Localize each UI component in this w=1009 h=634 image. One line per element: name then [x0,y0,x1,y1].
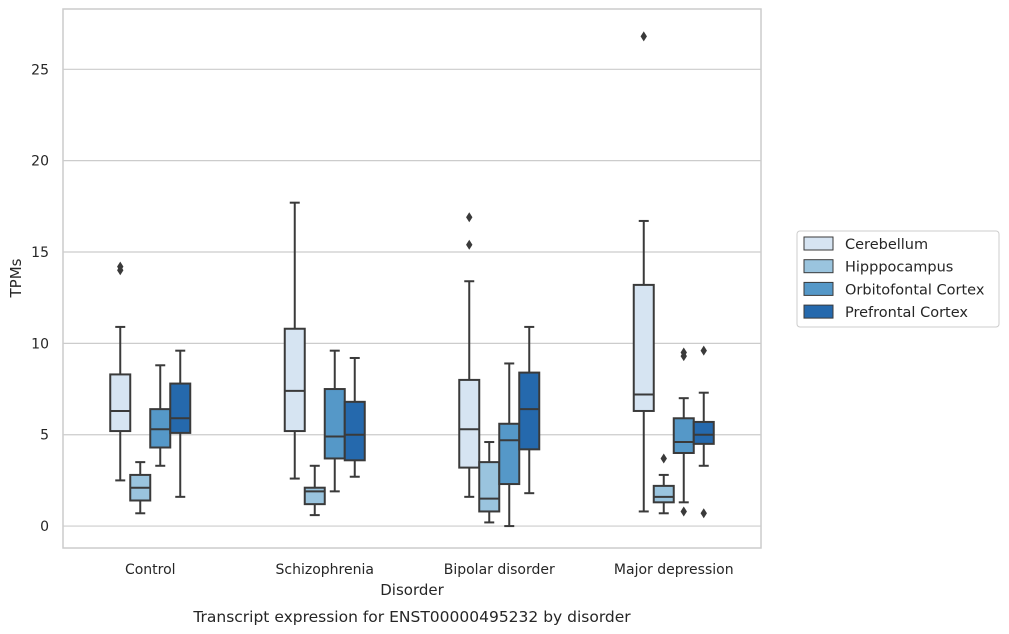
y-tick-label: 25 [31,62,49,78]
box-iqr [652,484,675,504]
outlier-marker [700,345,707,356]
y-tick-label: 20 [31,154,49,170]
box [149,364,172,467]
box-iqr [323,388,346,460]
box [478,441,501,524]
chart-caption: Transcript expression for ENST0000049523… [192,608,631,626]
outlier-marker [700,508,707,519]
box [632,31,655,513]
series-orbitofontal-cortex [149,347,695,528]
x-tick-label: Control [125,562,176,578]
outlier-marker [466,239,473,250]
outlier-marker [466,212,473,223]
box-iqr [692,420,715,445]
grid-lines [63,68,761,527]
series-cerebellum [109,31,655,513]
outlier-marker [660,453,667,464]
x-tick-label: Bipolar disorder [444,562,555,578]
box-iqr [303,486,326,506]
box [672,347,695,517]
outlier-marker [117,261,124,272]
box [169,349,192,498]
box [692,345,715,519]
x-tick-label: Schizophrenia [276,562,374,578]
x-axis-title: Disorder [380,581,444,599]
box [498,362,521,528]
legend: Cerebellum Hipppocampus Orbitofontal Corte… [796,230,1000,328]
legend-swatch [803,236,834,251]
y-tick-labels: 0 5 10 15 20 25 [31,62,49,535]
box-iqr [632,283,655,412]
series-prefrontal-cortex [169,325,715,519]
legend-label: Cerebellum [845,237,928,253]
y-axis-title: TPMs [7,258,25,298]
box-iqr [458,378,481,469]
box-iqr [498,422,521,486]
box [129,461,152,515]
box [283,201,306,480]
legend-item: Prefrontal Cortex [803,304,968,321]
y-tick-label: 0 [40,519,49,535]
box-iqr [518,371,541,451]
box [343,356,366,478]
x-tick-labels: Control Schizophrenia Bipolar disorder Majo… [125,562,734,578]
box [652,453,675,515]
x-tick-label: Major depression [614,562,734,578]
legend-label: Hipppocampus [845,260,953,276]
outlier-marker [640,31,647,42]
outlier-marker [680,506,687,517]
y-tick-label: 5 [40,428,49,444]
box-series [109,31,715,528]
plot-frame [62,8,762,549]
outlier-marker [680,347,687,358]
box [323,349,346,493]
legend-label: Prefrontal Cortex [845,305,968,321]
box-iqr [343,400,366,462]
box [109,261,132,482]
legend-swatch [803,259,834,274]
box-iqr [109,373,132,433]
legend-frame [796,230,1000,328]
y-tick-label: 10 [31,336,49,352]
legend-item: Orbitofontal Cortex [803,281,985,298]
box [518,325,541,495]
legend-swatch [803,304,834,319]
legend-item: Hipppocampus [803,259,953,276]
legend-swatch [803,281,834,296]
series-hipppocampus [129,441,675,524]
y-tick-label: 15 [31,245,49,261]
legend-label: Orbitofontal Cortex [845,282,985,298]
box [458,212,481,498]
box-iqr [478,461,501,513]
box-iqr [169,382,192,434]
box [303,464,326,517]
box-iqr [672,417,695,454]
box-iqr [283,327,306,433]
legend-item: Cerebellum [803,236,928,253]
